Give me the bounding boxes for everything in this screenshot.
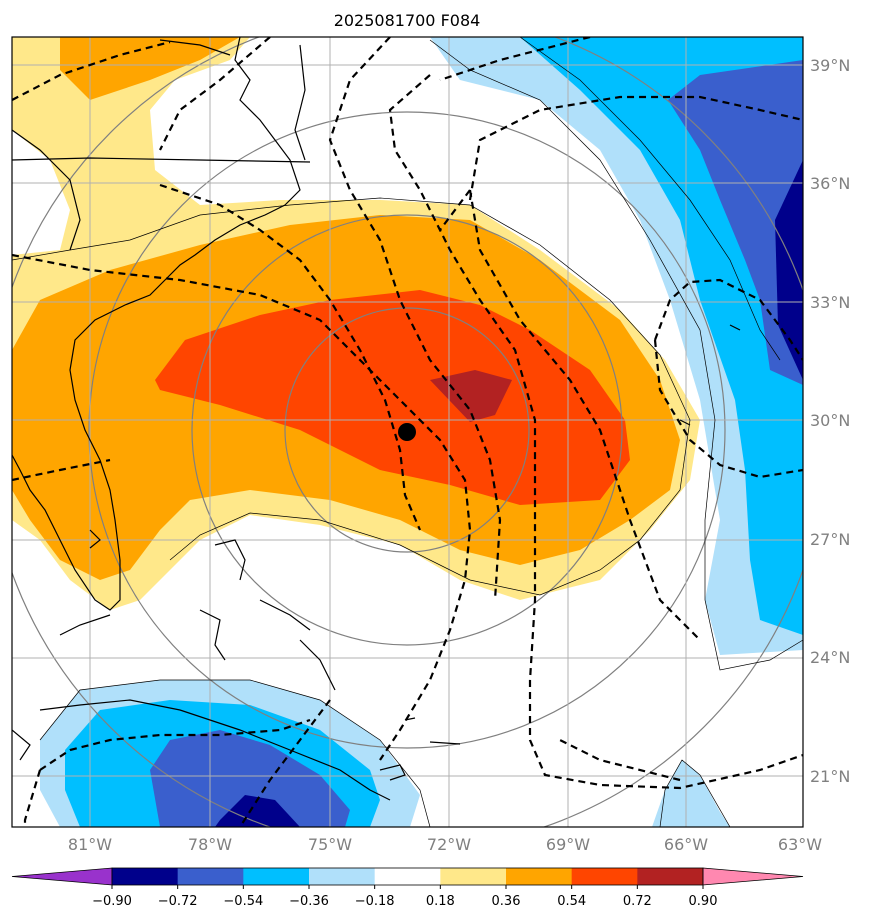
gridlines	[12, 37, 803, 827]
lat-label: 27°N	[810, 530, 850, 549]
range-rings	[12, 37, 803, 827]
colorbar-swatch	[440, 868, 507, 885]
colorbar-tick-label: −0.54	[223, 894, 263, 909]
colorbar-tick-label: 0.72	[623, 894, 652, 909]
colorbar-extend-high	[702, 867, 804, 886]
colorbar-swatch	[506, 868, 573, 885]
lat-labels: 39°N 36°N 33°N 30°N 27°N 24°N 21°N	[810, 56, 850, 786]
thin-contours	[12, 37, 803, 827]
colorbar-tick-label: −0.72	[158, 894, 198, 909]
lat-label: 33°N	[810, 293, 850, 312]
colorbar-swatch	[243, 868, 310, 885]
neg-field-darkest-ne	[775, 160, 803, 380]
colorbar-swatch	[112, 868, 179, 885]
colorbar-tick-label: −0.36	[289, 894, 329, 909]
colorbar: −0.90 −0.72 −0.54 −0.36 −0.18 0.18 0.36 0.54 0.7…	[11, 867, 804, 909]
lat-label: 36°N	[810, 174, 850, 193]
lon-label: 78°W	[188, 835, 232, 854]
neg-field-dark-ne	[668, 60, 803, 385]
colorbar-tick-label: −0.90	[92, 894, 132, 909]
lon-label: 81°W	[68, 835, 112, 854]
dashed-contours	[12, 37, 803, 827]
colorbar-swatch	[374, 868, 441, 885]
lon-label: 69°W	[546, 835, 590, 854]
neg-field-dark-s	[150, 730, 350, 827]
map-frame	[11, 36, 804, 828]
colorbar-tick-label: 0.54	[557, 894, 586, 909]
lat-label: 24°N	[810, 648, 850, 667]
colorbar-tick-label: 0.18	[426, 894, 455, 909]
pos-field-max	[430, 370, 512, 422]
colorbar-tick-label: 0.90	[689, 894, 718, 909]
colorbar-swatch	[309, 868, 376, 885]
pos-field-mid-north	[60, 37, 240, 100]
figure-title: 2025081700 F084	[334, 11, 481, 30]
lon-label: 66°W	[664, 835, 708, 854]
colorbar-border	[111, 867, 704, 886]
coastlines	[12, 37, 741, 801]
neg-field-darkest-s	[215, 795, 300, 827]
lon-labels: 81°W 78°W 75°W 72°W 69°W 66°W 63°W	[68, 835, 822, 854]
lon-label: 75°W	[308, 835, 352, 854]
lon-label: 63°W	[778, 835, 822, 854]
lon-label: 72°W	[427, 835, 471, 854]
pos-field-strong	[155, 290, 630, 505]
storm-center-marker	[398, 423, 416, 441]
colorbar-tick-label: 0.36	[492, 894, 521, 909]
lat-label: 21°N	[810, 767, 850, 786]
neg-field-se	[652, 760, 730, 827]
colorbar-swatch	[571, 868, 638, 885]
lat-label: 30°N	[810, 411, 850, 430]
colorbar-swatch	[637, 868, 704, 885]
lat-label: 39°N	[810, 56, 850, 75]
pos-field-light-hole	[12, 130, 70, 255]
colorbar-tick-label: −0.18	[355, 894, 395, 909]
colorbar-swatch	[177, 868, 244, 885]
colorbar-extend-low	[11, 867, 113, 886]
map-area	[12, 37, 803, 827]
